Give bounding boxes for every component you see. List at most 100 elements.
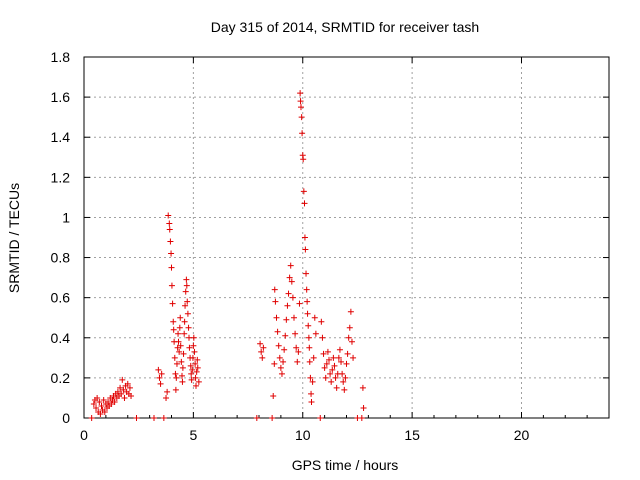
data-point: [297, 98, 304, 105]
data-point: [277, 364, 284, 371]
y-tick-label: 1.8: [51, 49, 71, 65]
data-point: [175, 338, 182, 345]
data-point: [339, 370, 346, 377]
data-point: [189, 366, 196, 373]
data-point: [176, 324, 183, 331]
data-point: [181, 330, 188, 337]
data-point: [188, 376, 195, 383]
y-tick-label: 0.2: [51, 370, 71, 386]
x-tick-label: 5: [189, 427, 197, 443]
data-point: [172, 370, 179, 377]
data-point: [180, 350, 187, 357]
data-point: [179, 372, 185, 379]
y-tick-label: 0: [62, 410, 70, 426]
data-point: [98, 402, 105, 409]
data-point: [166, 220, 173, 227]
data-point: [114, 388, 121, 395]
data-point: [305, 322, 312, 329]
data-point: [360, 404, 367, 411]
data-point: [173, 360, 180, 367]
data-point: [326, 356, 332, 363]
data-point: [172, 386, 179, 393]
data-point: [306, 358, 313, 365]
data-point: [318, 318, 325, 325]
data-point: [300, 156, 307, 163]
y-tick-label: 1.6: [51, 89, 71, 105]
data-point: [273, 314, 280, 321]
data-point: [191, 348, 198, 355]
data-point: [90, 400, 97, 407]
data-point: [257, 340, 264, 347]
data-point: [336, 346, 343, 353]
data-point: [284, 302, 291, 309]
x-tick-label: 20: [514, 427, 530, 443]
data-point: [160, 415, 167, 421]
data-point: [259, 354, 266, 361]
data-point: [291, 314, 297, 321]
data-point: [179, 364, 186, 371]
data-point: [282, 332, 289, 339]
data-point: [297, 90, 304, 97]
data-point: [341, 386, 348, 393]
data-point: [105, 398, 112, 405]
chart-title: Day 315 of 2014, SRMTID for receiver tas…: [211, 19, 479, 35]
data-point: [183, 282, 190, 289]
data-point: [272, 298, 279, 305]
data-point: [278, 370, 285, 377]
data-point: [293, 344, 300, 351]
data-point: [163, 394, 170, 401]
data-point: [321, 364, 328, 371]
data-point: [305, 334, 312, 341]
data-point: [292, 330, 299, 337]
data-point: [192, 360, 199, 367]
data-point: [298, 104, 304, 111]
data-point: [328, 378, 335, 385]
data-point: [285, 290, 292, 297]
data-point: [319, 334, 326, 341]
data-point: [96, 398, 103, 405]
data-point: [195, 378, 202, 385]
data-point: [168, 282, 175, 289]
data-point: [185, 324, 192, 331]
data-point: [194, 356, 201, 363]
data-point: [270, 392, 277, 399]
data-point: [312, 330, 319, 337]
data-point: [111, 398, 118, 405]
data-point: [192, 374, 199, 381]
data-point: [100, 396, 107, 403]
data-point: [306, 344, 313, 351]
data-point: [177, 314, 184, 321]
data-point: [275, 342, 282, 349]
y-axis-label: SRMTID / TECUs: [6, 183, 22, 293]
data-point: [193, 368, 200, 375]
data-point: [274, 328, 281, 335]
mark-layer: [88, 90, 367, 421]
data-point: [271, 286, 278, 293]
data-point: [118, 390, 125, 397]
data-point: [188, 370, 195, 377]
data-point: [298, 114, 305, 121]
data-point: [179, 378, 186, 385]
data-point: [158, 370, 165, 377]
data-point: [311, 314, 318, 321]
data-point: [340, 378, 347, 385]
data-point: [302, 246, 309, 253]
data-point: [258, 348, 265, 355]
data-point: [194, 364, 201, 371]
data-point: [358, 415, 365, 421]
data-point: [187, 362, 194, 369]
data-point: [317, 415, 324, 421]
data-point: [176, 348, 183, 355]
data-point: [331, 362, 338, 369]
data-point: [186, 344, 193, 351]
data-point: [350, 354, 357, 361]
x-tick-label: 0: [80, 427, 88, 443]
data-point: [335, 354, 342, 361]
data-point: [342, 374, 349, 381]
plot-frame: [83, 56, 610, 419]
data-point: [168, 250, 175, 257]
data-point: [324, 348, 331, 355]
data-point: [171, 354, 178, 361]
y-tick-label: 0.8: [51, 250, 71, 266]
